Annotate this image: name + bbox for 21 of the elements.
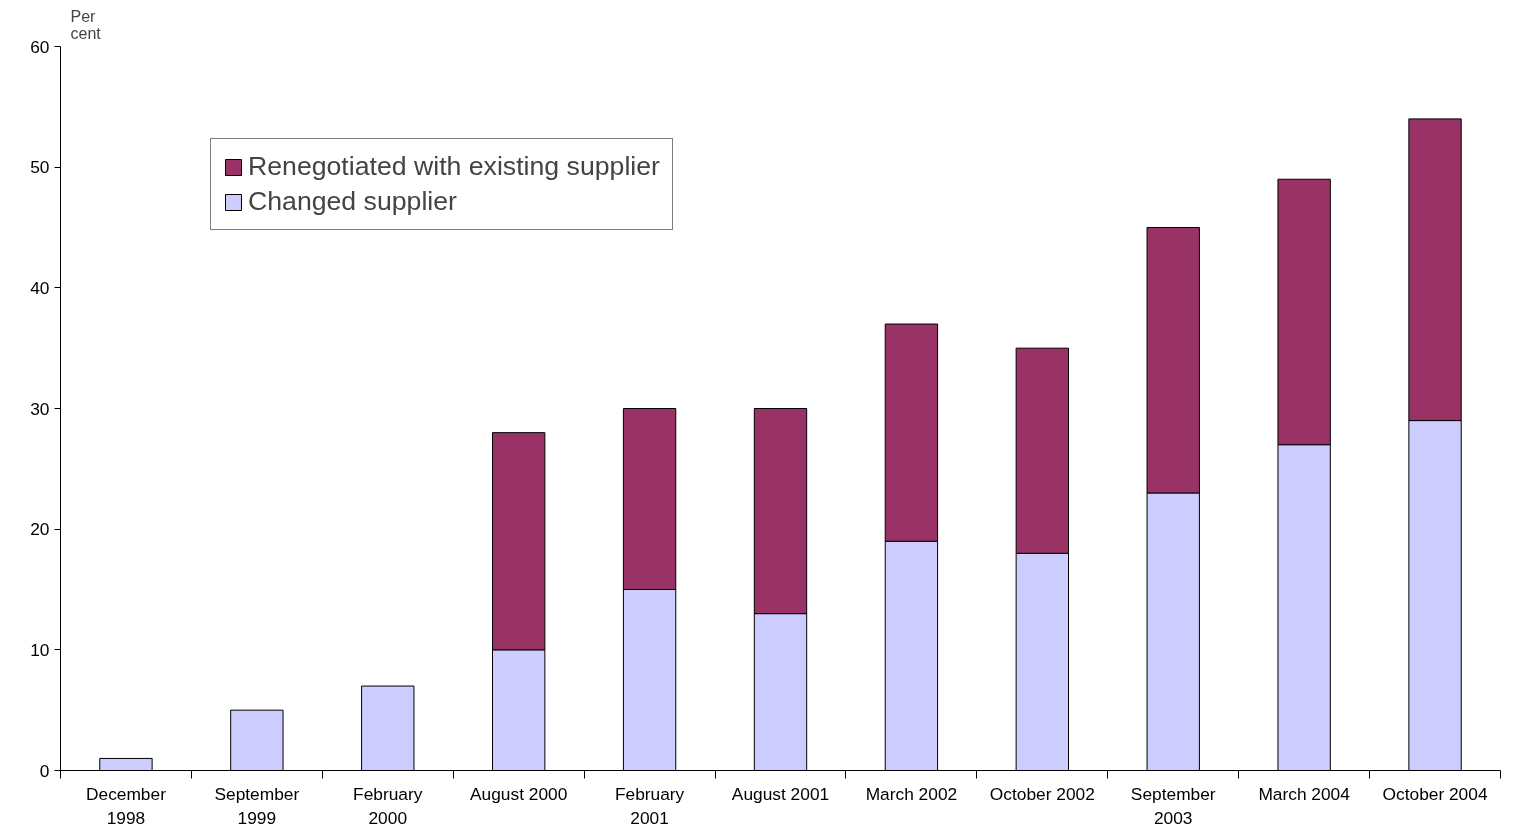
x-tick-label: August 2001 (731, 783, 830, 804)
y-tick-label: 30 (30, 398, 50, 419)
y-tick-label: 50 (30, 157, 50, 178)
x-tick-label: February 2001 (614, 783, 685, 828)
y-tick-label: 60 (30, 36, 50, 57)
y-axis-title: Per cent (70, 7, 102, 42)
x-tick-label: March 2002 (865, 783, 958, 804)
y-tick-label: 10 (30, 639, 50, 660)
y-tick-label: 0 (39, 760, 50, 781)
x-tick-label: February 2000 (353, 783, 423, 828)
x-tick-label: September 1999 (214, 783, 300, 828)
legend-label: Changed supplier (248, 186, 457, 217)
x-tick-label: March 2004 (1258, 783, 1351, 804)
x-tick-label: December 1998 (85, 783, 167, 828)
x-tick-label: September 2003 (1130, 783, 1216, 828)
y-tick-label: 40 (30, 277, 50, 298)
x-tick-label: October 2002 (989, 783, 1095, 804)
x-tick-label: October 2004 (1382, 783, 1488, 804)
x-tick-label: August 2000 (470, 783, 568, 804)
legend-label: Renegotiated with existing supplier (248, 151, 660, 182)
y-tick-label: 20 (30, 519, 50, 540)
